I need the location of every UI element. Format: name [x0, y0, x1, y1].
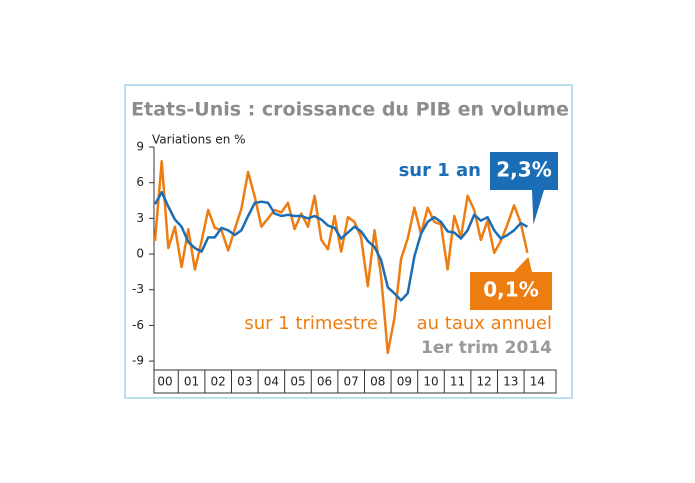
x-tick-label: 11 [450, 375, 465, 389]
y-axis-label: Variations en % [152, 133, 246, 147]
y-tick-label: 6 [136, 175, 144, 189]
series-line [153, 160, 529, 355]
annotation: 1er trim 2014 [421, 338, 552, 358]
x-tick-label: 12 [477, 375, 492, 389]
x-tick-label: 08 [370, 375, 385, 389]
y-tick-label: 9 [136, 140, 144, 154]
x-tick-label: 05 [290, 375, 305, 389]
value-label: 0,1% [483, 278, 538, 302]
x-tick-label: 01 [184, 375, 199, 389]
callout-box [490, 152, 558, 225]
frame [124, 84, 573, 399]
chart-title: Etats-Unis : croissance du PIB en volume [131, 99, 569, 121]
y-tick-label: 0 [136, 247, 144, 261]
y-tick-label: -3 [132, 282, 144, 296]
x-tick-label: 06 [317, 375, 332, 389]
x-tick-label: 00 [157, 375, 172, 389]
x-tick-label: 07 [344, 375, 359, 389]
y-tick-label: 3 [136, 211, 144, 225]
x-tick-label: 02 [211, 375, 226, 389]
y-tick-label: -6 [132, 318, 144, 332]
x-tick-label: 04 [264, 375, 279, 389]
x-tick-label: 09 [397, 375, 412, 389]
legend-label: sur 1 an [399, 160, 481, 181]
series-line [153, 190, 528, 302]
x-tick-label: 10 [423, 375, 438, 389]
x-tick-label: 14 [530, 375, 545, 389]
value-label: 2,3% [496, 158, 551, 182]
annotation: au taux annuel [417, 313, 552, 334]
x-tick-label: 03 [237, 375, 252, 389]
x-axis-band [153, 369, 557, 394]
callout-box [470, 256, 552, 310]
y-tick-label: -9 [132, 354, 144, 368]
x-tick-label: 13 [503, 375, 518, 389]
legend-label: sur 1 trimestre [244, 313, 378, 334]
